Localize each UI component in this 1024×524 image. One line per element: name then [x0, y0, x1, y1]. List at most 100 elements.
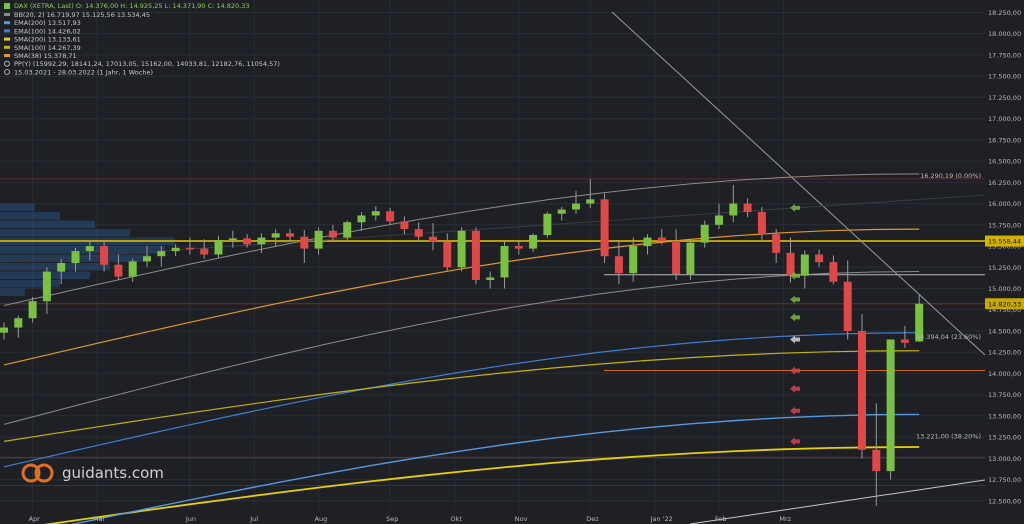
candle-body	[143, 256, 151, 262]
candle-body	[28, 301, 37, 319]
fib-level-label: 14.394,04 (23.60%)	[916, 333, 981, 341]
candle-body	[586, 199, 595, 204]
trend-line-flat	[0, 194, 986, 263]
candle-body	[400, 221, 409, 230]
price-tag-label: 15.558,44	[988, 238, 1021, 246]
logo-circle-left-icon	[21, 463, 41, 483]
candle-body	[300, 236, 309, 249]
candle-body	[843, 281, 852, 331]
candle-body	[0, 327, 8, 333]
x-tick-label: Mai	[93, 515, 105, 523]
candle-body	[343, 222, 352, 238]
x-tick-label: Jul	[249, 515, 258, 523]
signal-arrow-icon	[790, 335, 800, 344]
x-tick-label: Aug	[315, 515, 328, 523]
y-tick-label: 14.750,00	[988, 306, 1021, 314]
candle-body	[42, 271, 51, 302]
legend-entry: SMA(100) 14.267,39	[14, 44, 81, 52]
candle-body	[85, 246, 94, 252]
candle-body	[672, 240, 681, 275]
trend-line-down	[611, 11, 986, 356]
legend: DAX (XETRA, Last) O: 14.376,00 H: 14.925…	[4, 2, 280, 76]
candle-body	[100, 246, 109, 265]
candle-body	[786, 252, 795, 276]
axes: 18.250,00 18.000,00 17.750,00 17.500,00 17.2…	[29, 9, 1021, 523]
y-tick-label: 18.250,00	[988, 9, 1021, 17]
x-tick-label: Sep	[386, 515, 398, 523]
candle-body	[543, 213, 552, 235]
volume-profile-bar	[0, 288, 25, 296]
candle-body	[772, 234, 781, 253]
signal-arrow-icon	[790, 271, 800, 280]
signal-arrow-icon	[790, 384, 800, 393]
candle-body	[57, 263, 66, 272]
signal-arrows	[790, 203, 800, 446]
signal-arrow-icon	[790, 203, 800, 212]
signal-arrow-icon	[790, 295, 800, 304]
candle-body	[457, 230, 466, 268]
volume-profile-bar	[0, 280, 60, 288]
x-tick-label: Apr	[29, 515, 41, 523]
legend-entry: EMA(100) 14.426,02	[14, 27, 81, 35]
candle-body	[872, 449, 881, 472]
y-tick-label: 16.750,00	[988, 136, 1021, 144]
y-tick-label: 17.750,00	[988, 51, 1021, 59]
ema200-line	[70, 413, 920, 524]
legend-swatch	[4, 54, 10, 57]
legend-entry: SMA(200) 13.133,61	[14, 36, 81, 44]
candle-body	[171, 247, 180, 252]
candle-body	[157, 251, 166, 257]
y-tick-label: 15.750,00	[988, 221, 1021, 229]
instrument-summary: DAX (XETRA, Last) O: 14.376,00 H: 14.925…	[14, 2, 250, 10]
candle-body	[829, 262, 838, 282]
volume-profile-bar	[0, 263, 110, 271]
candle-body	[858, 330, 866, 450]
candle-body	[629, 246, 638, 274]
signal-arrow-icon	[790, 437, 800, 446]
legend-swatch	[4, 13, 10, 16]
price-tag-box	[985, 235, 1024, 247]
candle-body	[500, 246, 509, 278]
y-tick-label: 16.500,00	[988, 158, 1021, 166]
y-tick-label: 13.750,00	[988, 391, 1021, 399]
signal-arrow-icon	[790, 313, 800, 322]
candle-body	[200, 248, 209, 255]
x-tick-label: Okt	[450, 515, 462, 523]
legend-entry: EMA(200) 13.517,93	[14, 19, 81, 27]
candle-body	[271, 233, 280, 238]
candle-body	[243, 238, 252, 245]
y-tick-label: 17.500,00	[988, 73, 1021, 81]
candle-body	[915, 303, 924, 342]
y-tick-label: 15.000,00	[988, 285, 1021, 293]
legend-entry: PP(Y) (15992,29, 18141,24, 17013,05, 151…	[14, 60, 280, 68]
bollinger-upper-line	[3, 173, 920, 306]
volume-profile-bar	[0, 246, 165, 254]
candle-body	[900, 339, 909, 343]
candle-body	[715, 215, 723, 225]
instrument-icon	[4, 3, 10, 9]
ema100-line	[3, 332, 920, 468]
y-tick-label: 18.000,00	[988, 30, 1021, 38]
candle-body	[371, 211, 380, 216]
volume-profile-bar	[0, 212, 60, 220]
candle-body	[600, 199, 609, 257]
legend-swatch	[4, 45, 10, 49]
candle-body	[443, 241, 452, 268]
candle-body	[328, 230, 337, 238]
sma200-line	[43, 446, 920, 524]
fib-annotations: 16.290,19 (0.00%) 14.394,04 (23.60%) 13.22…	[916, 172, 981, 441]
candle-body	[185, 247, 194, 250]
price-tag-label: 14.820,33	[988, 300, 1021, 308]
guidants-logo[interactable]: guidants.com	[21, 463, 164, 483]
y-tick-label: 17.000,00	[988, 115, 1021, 123]
legend-entry: BB(20, 2) 16.719,97 15.125,56 13.534,45	[14, 11, 150, 19]
candle-body	[357, 215, 366, 223]
y-tick-label: 14.500,00	[988, 327, 1021, 335]
candle-body	[314, 230, 323, 249]
sma100-line	[3, 350, 920, 442]
candle-body	[114, 264, 123, 277]
volume-profile-bar	[0, 229, 130, 237]
candle-body	[228, 238, 237, 241]
